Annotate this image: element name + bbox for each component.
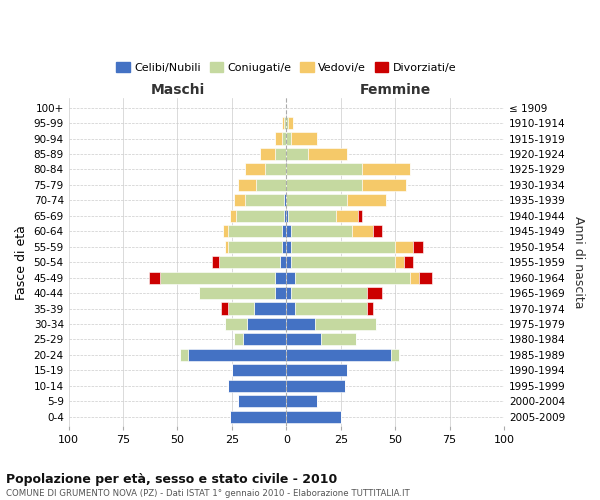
Bar <box>238 395 286 407</box>
Bar <box>247 318 286 330</box>
Bar <box>419 272 432 283</box>
Bar <box>234 194 245 206</box>
Bar <box>290 240 395 252</box>
Bar <box>245 194 284 206</box>
Bar <box>367 302 373 314</box>
Text: COMUNE DI GRUMENTO NOVA (PZ) - Dati ISTAT 1° gennaio 2010 - Elaborazione TUTTITA: COMUNE DI GRUMENTO NOVA (PZ) - Dati ISTA… <box>6 489 410 498</box>
Bar <box>308 148 347 160</box>
Bar <box>373 225 382 237</box>
Bar <box>234 334 243 345</box>
Bar <box>286 164 362 175</box>
Bar <box>227 302 254 314</box>
Bar <box>212 256 219 268</box>
Bar <box>395 240 413 252</box>
Bar <box>352 225 373 237</box>
Bar <box>280 256 286 268</box>
Bar <box>410 272 419 283</box>
Bar <box>232 364 286 376</box>
Bar <box>314 318 376 330</box>
Bar <box>243 334 286 345</box>
Bar <box>286 349 391 361</box>
Bar <box>367 287 382 299</box>
Bar <box>286 302 295 314</box>
Bar <box>286 117 289 129</box>
Bar <box>238 179 256 191</box>
Bar <box>284 210 286 222</box>
Bar <box>260 148 275 160</box>
Bar <box>286 272 295 283</box>
Bar <box>226 318 247 330</box>
Y-axis label: Fasce di età: Fasce di età <box>15 224 28 300</box>
Bar <box>286 225 290 237</box>
Bar <box>290 287 367 299</box>
Bar <box>227 240 282 252</box>
Bar <box>347 194 386 206</box>
Bar <box>362 164 410 175</box>
Bar <box>230 210 236 222</box>
Bar <box>391 349 400 361</box>
Text: Femmine: Femmine <box>359 83 431 97</box>
Bar <box>179 349 188 361</box>
Bar <box>286 256 290 268</box>
Bar <box>254 302 286 314</box>
Bar <box>290 225 352 237</box>
Bar <box>358 210 362 222</box>
Bar <box>230 410 286 422</box>
Bar <box>227 225 282 237</box>
Bar <box>275 287 286 299</box>
Text: Maschi: Maschi <box>151 83 205 97</box>
Bar <box>413 240 424 252</box>
Bar <box>295 272 410 283</box>
Bar <box>295 302 367 314</box>
Bar <box>321 334 356 345</box>
Bar <box>286 148 308 160</box>
Bar <box>286 334 321 345</box>
Y-axis label: Anni di nascita: Anni di nascita <box>572 216 585 308</box>
Bar <box>227 380 286 392</box>
Bar <box>265 164 286 175</box>
Bar <box>337 210 358 222</box>
Bar <box>286 194 347 206</box>
Bar <box>290 132 317 144</box>
Bar <box>289 117 293 129</box>
Bar <box>286 380 345 392</box>
Bar <box>226 240 227 252</box>
Bar <box>395 256 404 268</box>
Bar <box>286 410 341 422</box>
Bar <box>286 318 314 330</box>
Bar <box>362 179 406 191</box>
Bar <box>286 364 347 376</box>
Bar <box>256 179 286 191</box>
Bar <box>404 256 413 268</box>
Bar <box>160 272 275 283</box>
Bar <box>275 148 286 160</box>
Bar <box>286 287 290 299</box>
Bar <box>286 132 290 144</box>
Bar <box>286 210 289 222</box>
Bar <box>284 194 286 206</box>
Bar <box>219 256 280 268</box>
Bar <box>282 225 286 237</box>
Bar <box>286 395 317 407</box>
Bar <box>289 210 337 222</box>
Bar <box>221 302 227 314</box>
Bar <box>282 132 286 144</box>
Bar <box>284 117 286 129</box>
Bar <box>275 132 282 144</box>
Bar <box>245 164 265 175</box>
Legend: Celibi/Nubili, Coniugati/e, Vedovi/e, Divorziati/e: Celibi/Nubili, Coniugati/e, Vedovi/e, Di… <box>112 58 461 78</box>
Bar <box>282 240 286 252</box>
Bar <box>199 287 275 299</box>
Bar <box>286 240 290 252</box>
Bar <box>282 117 284 129</box>
Bar <box>188 349 286 361</box>
Bar <box>286 179 362 191</box>
Bar <box>223 225 227 237</box>
Text: Popolazione per età, sesso e stato civile - 2010: Popolazione per età, sesso e stato civil… <box>6 472 337 486</box>
Bar <box>275 272 286 283</box>
Bar <box>236 210 284 222</box>
Bar <box>290 256 395 268</box>
Bar <box>149 272 160 283</box>
